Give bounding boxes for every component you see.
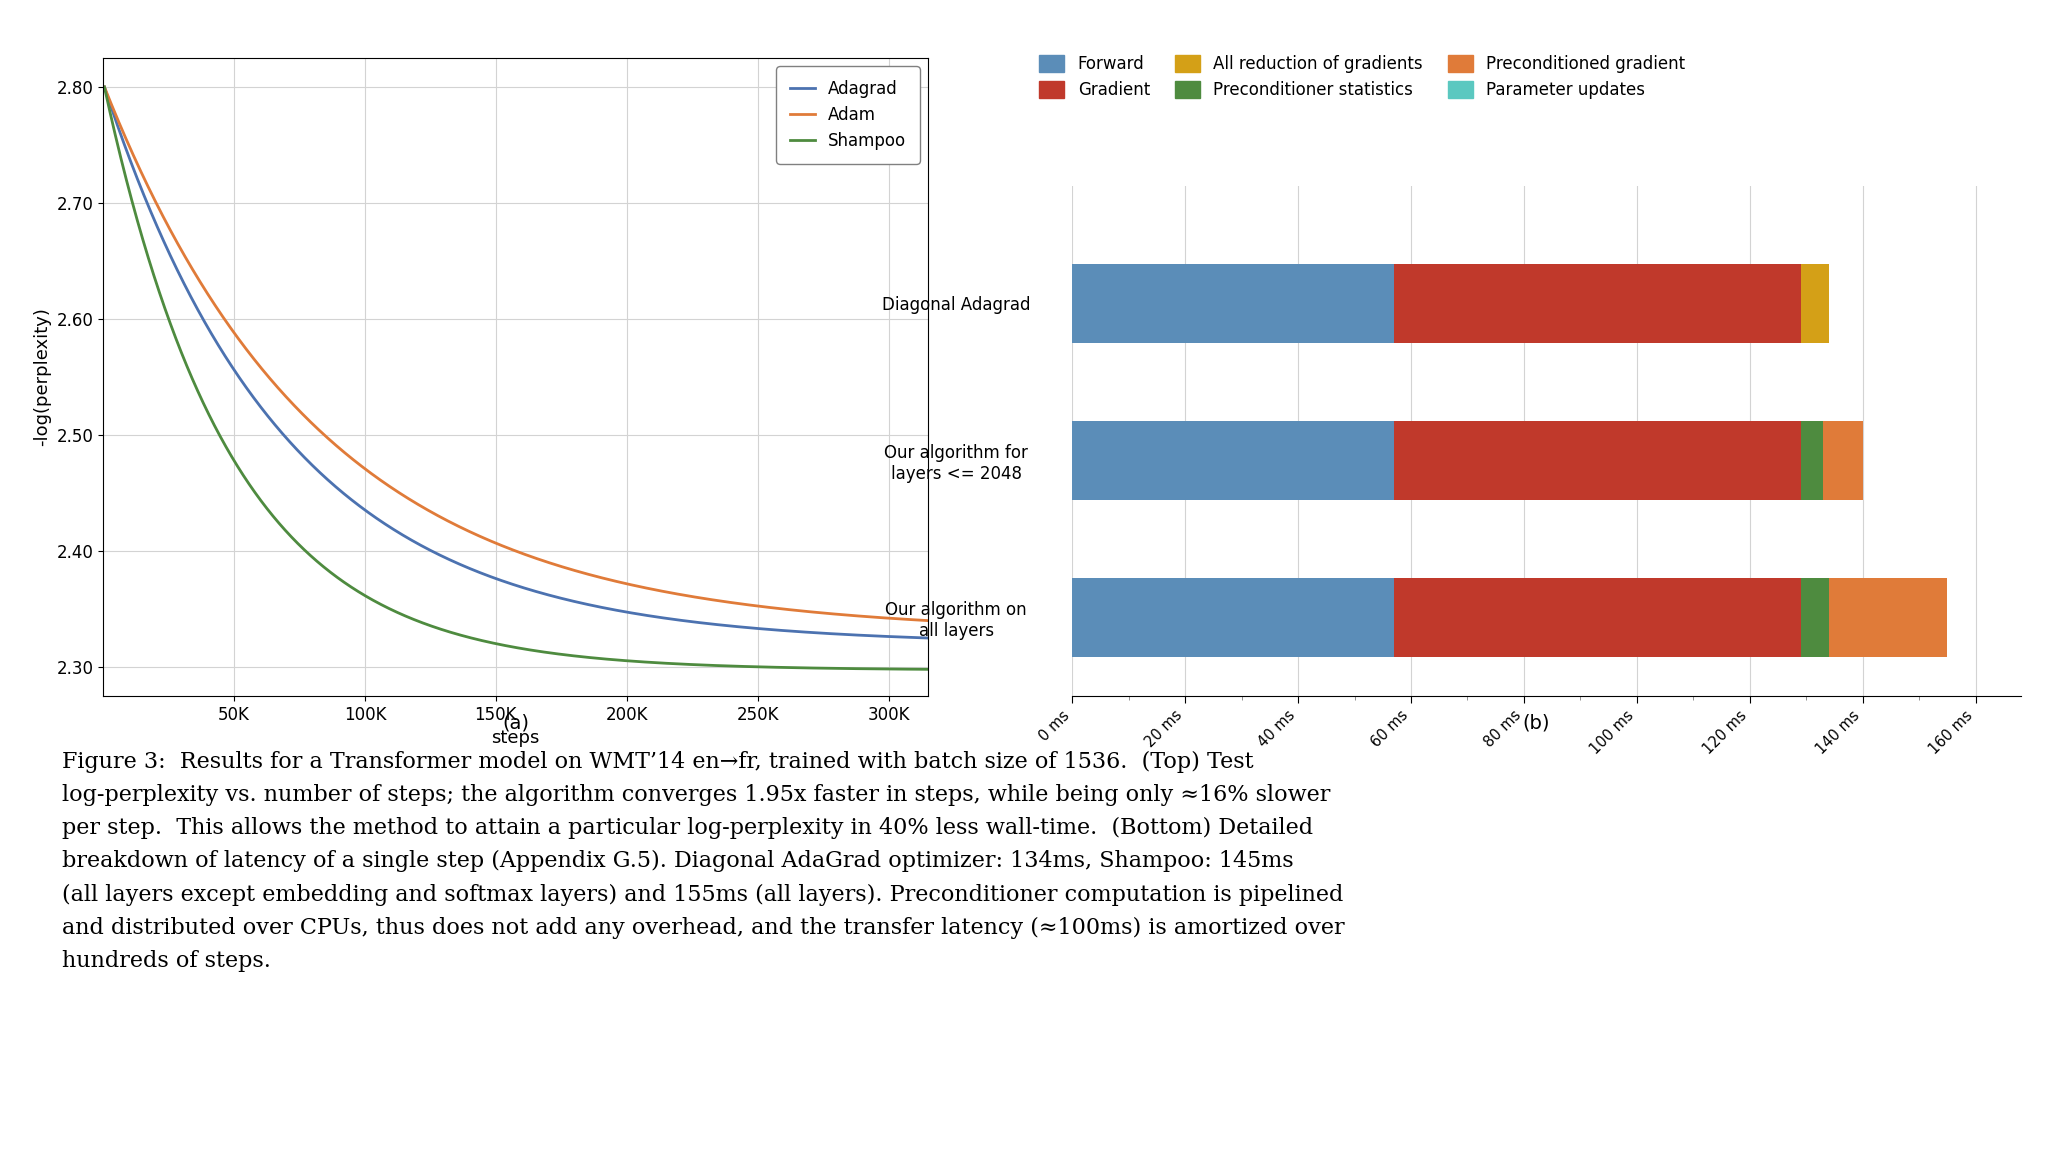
Adagrad [443,556,468,570]
Legend: Forward, Gradient, All reduction of gradients, Preconditioner statistics, Precon: Forward, Gradient, All reduction of grad… [1039,55,1685,100]
Adam [899,612,924,626]
Adagrad [408,538,433,552]
Adagrad [93,80,118,94]
Adam [810,606,835,619]
Adam [186,271,210,285]
Adam [443,519,468,532]
Shampoo [235,474,260,488]
Bar [1800,578,1829,657]
Adam [408,499,433,513]
Adam [916,614,940,628]
Adam [235,343,260,357]
Bar [1394,578,1800,657]
Bar [1072,264,1394,342]
Bar [1800,421,1823,500]
Bar [1800,264,1829,342]
Adagrad [899,631,924,645]
Bar [1829,578,1947,657]
Bar [1394,264,1800,342]
Adam [93,80,118,94]
Shampoo [186,385,210,399]
Adagrad [186,304,210,318]
Line: Adagrad: Adagrad [105,87,928,638]
Line: Shampoo: Shampoo [105,87,928,669]
Legend: Adagrad, Adam, Shampoo: Adagrad, Adam, Shampoo [777,66,920,164]
Bar [1823,421,1862,500]
Adagrad [916,631,940,645]
Text: (b): (b) [1522,713,1551,732]
Shampoo [916,662,940,676]
Shampoo [899,662,924,676]
Adagrad [235,382,260,396]
Y-axis label: -log(perplexity): -log(perplexity) [33,307,52,447]
Text: Figure 3:  Results for a Transformer model on WMT’14 en→fr, trained with batch s: Figure 3: Results for a Transformer mode… [62,751,1344,972]
Shampoo [443,626,468,640]
Text: (a): (a) [501,713,530,732]
Adagrad [810,626,835,640]
Bar [1072,578,1394,657]
Shampoo [810,661,835,675]
Bar [1394,421,1800,500]
Shampoo [93,80,118,94]
Bar [1072,421,1394,500]
Line: Adam: Adam [105,87,928,621]
Shampoo [408,615,433,629]
X-axis label: steps: steps [491,730,540,747]
